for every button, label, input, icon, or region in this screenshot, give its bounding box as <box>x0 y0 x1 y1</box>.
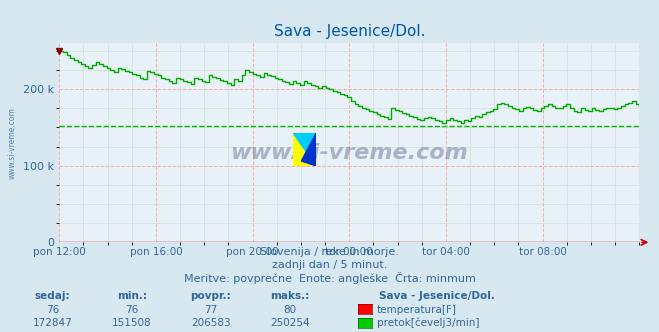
Text: zadnji dan / 5 minut.: zadnji dan / 5 minut. <box>272 260 387 270</box>
Text: 76: 76 <box>125 305 138 315</box>
Text: Sava - Jesenice/Dol.: Sava - Jesenice/Dol. <box>379 291 495 301</box>
Text: 80: 80 <box>283 305 297 315</box>
Polygon shape <box>301 133 316 166</box>
Text: min.:: min.: <box>117 291 147 301</box>
Text: povpr.:: povpr.: <box>190 291 231 301</box>
Text: Slovenija / reke in morje.: Slovenija / reke in morje. <box>260 247 399 257</box>
Polygon shape <box>293 133 316 166</box>
Text: Meritve: povprečne  Enote: angleške  Črta: minmum: Meritve: povprečne Enote: angleške Črta:… <box>184 272 475 284</box>
Text: temperatura[F]: temperatura[F] <box>377 305 457 315</box>
Title: Sava - Jesenice/Dol.: Sava - Jesenice/Dol. <box>273 24 425 39</box>
Text: www.si-vreme.com: www.si-vreme.com <box>231 143 468 163</box>
Text: 250254: 250254 <box>270 318 310 328</box>
Text: www.si-vreme.com: www.si-vreme.com <box>8 107 17 179</box>
Text: 206583: 206583 <box>191 318 231 328</box>
Text: maks.:: maks.: <box>270 291 310 301</box>
Text: 151508: 151508 <box>112 318 152 328</box>
Text: pretok[čevelj3/min]: pretok[čevelj3/min] <box>377 317 480 328</box>
Text: 76: 76 <box>46 305 59 315</box>
Text: 77: 77 <box>204 305 217 315</box>
Text: 172847: 172847 <box>33 318 72 328</box>
Text: sedaj:: sedaj: <box>35 291 71 301</box>
Polygon shape <box>293 133 316 166</box>
